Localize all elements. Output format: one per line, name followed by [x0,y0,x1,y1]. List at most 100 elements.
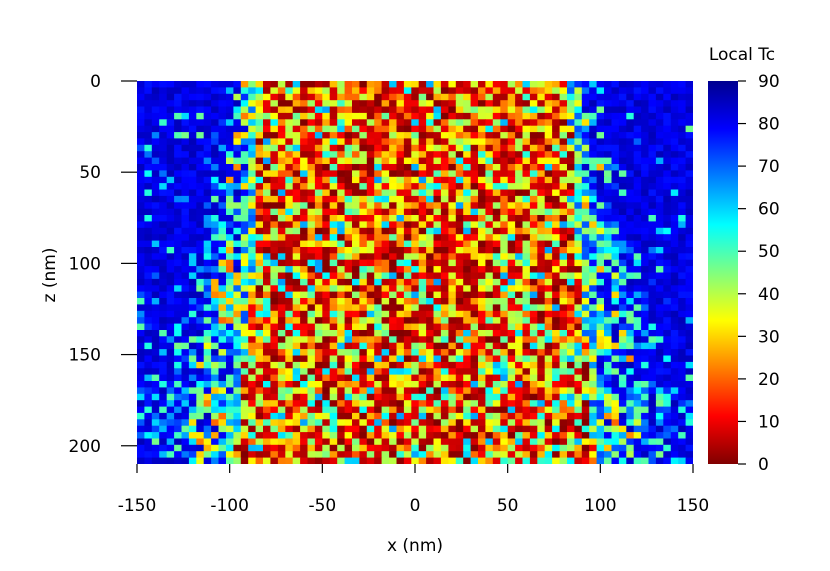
heatmap-cell [641,444,650,452]
heatmap-cell [604,381,612,388]
heatmap-cell [641,317,650,325]
heatmap-cell [411,419,420,427]
heatmap-cell [366,144,375,152]
heatmap-cell [337,438,346,446]
heatmap-cell [596,393,605,401]
heatmap-cell [633,432,642,440]
heatmap-cell [188,419,197,427]
heatmap-cell [641,298,650,305]
heatmap-cell [655,176,664,184]
heatmap-cell [322,342,331,350]
heatmap-cell [374,310,383,318]
heatmap-cell [166,164,175,171]
heatmap-cell [655,298,664,305]
heatmap-cell [337,387,346,395]
heatmap-cell [403,157,412,165]
heatmap-cell [218,387,227,395]
heatmap-cell [507,285,516,293]
heatmap-cell [314,400,323,408]
heatmap-cell [277,100,286,108]
heatmap-cell [529,132,538,140]
heatmap-cell [292,355,301,363]
heatmap-cell [263,432,271,440]
heatmap-cell [166,221,175,229]
heatmap-cell [492,240,501,248]
heatmap-cell [670,81,679,88]
heatmap-cell [618,393,627,401]
heatmap-cell [285,208,294,216]
heatmap-cell [440,387,449,395]
heatmap-cell [478,387,486,395]
heatmap-cell [255,106,264,114]
heatmap-cell [663,100,672,108]
heatmap-cell [314,310,323,318]
heatmap-cell [277,412,286,420]
heatmap-cell [255,202,264,210]
heatmap-cell [678,432,687,440]
heatmap-cell [277,87,286,95]
heatmap-cell [233,112,242,120]
heatmap-cell [433,112,442,120]
heatmap-cell [596,336,605,344]
heatmap-cell [633,285,642,293]
heatmap-cell [574,87,583,95]
heatmap-cell [596,317,605,325]
heatmap-cell [381,444,390,452]
heatmap-cell [574,381,583,388]
heatmap-cell [174,317,183,325]
heatmap-cell [648,387,657,395]
heatmap-cell [188,387,197,395]
heatmap-cell [455,425,464,433]
heatmap-cell [381,310,390,318]
heatmap-cell [374,355,383,363]
heatmap-cell [218,432,227,440]
heatmap-cell [604,266,612,274]
heatmap-cell [611,412,620,420]
heatmap-cell [448,323,457,331]
heatmap-cell [270,285,279,293]
heatmap-cell [552,151,561,159]
heatmap-cell [329,368,338,376]
heatmap-cell [366,112,375,120]
heatmap-cell [470,227,479,235]
heatmap-cell [426,393,435,401]
heatmap-cell [507,298,516,305]
heatmap-cell [144,361,153,369]
heatmap-cell [463,412,472,420]
heatmap-cell [633,457,642,464]
heatmap-cell [411,157,420,165]
heatmap-cell [381,157,390,165]
heatmap-cell [515,419,524,427]
heatmap-cell [522,119,531,127]
heatmap-cell [396,310,405,318]
heatmap-cell [166,189,175,197]
x-axis: -150 -100 -50 0 50 100 150 [118,464,709,516]
heatmap-cell [618,444,627,452]
x-tick-label: 0 [410,496,421,516]
heatmap-cell [529,387,538,395]
heatmap-cell [307,323,316,331]
heatmap-cell [596,170,605,178]
heatmap-cell [655,195,664,203]
heatmap-cell [389,425,398,433]
heatmap-cell [403,272,412,280]
heatmap-cell [500,400,509,408]
heatmap-cell [448,419,457,427]
heatmap-cell [529,112,538,120]
heatmap-cell [678,81,687,88]
heatmap-cell [188,406,197,414]
heatmap-cell [166,132,175,140]
heatmap-cell [448,330,457,337]
heatmap-cell [300,132,309,140]
heatmap-cell [463,253,472,261]
heatmap-cell [137,157,145,165]
heatmap-cell [559,419,568,427]
heatmap-cell [314,125,323,133]
heatmap-cell [270,342,279,350]
heatmap-cell [359,393,368,401]
heatmap-cell [174,93,183,101]
heatmap-cell [611,259,620,267]
heatmap-cell [559,361,568,369]
heatmap-cell [492,100,501,108]
heatmap-cell [151,144,160,152]
